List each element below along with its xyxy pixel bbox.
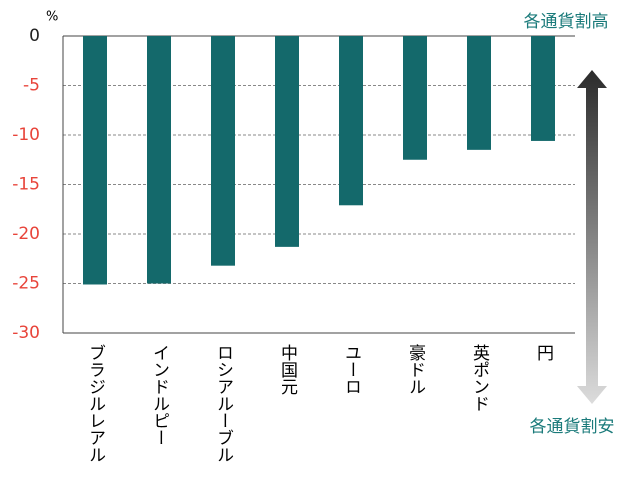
annotation-high: 各通貨割高 [524, 12, 609, 32]
bar [467, 36, 491, 150]
bar [339, 36, 363, 206]
direction-arrow [577, 70, 607, 404]
bar [83, 36, 107, 285]
y-tick-label: -25 [12, 274, 40, 294]
y-tick-label: -20 [12, 224, 40, 244]
x-tick-label: 英ポンド [469, 344, 490, 412]
bar [275, 36, 299, 247]
y-tick-label: -5 [23, 76, 40, 96]
x-tick-label: ブラジルレアル [85, 344, 105, 463]
y-tick-label: -10 [12, 125, 40, 145]
bar [403, 36, 427, 160]
x-tick-label: 円 [533, 344, 553, 362]
unit-label: % [46, 10, 58, 25]
y-tick-label: 0 [29, 26, 40, 46]
bar [147, 36, 171, 284]
x-tick-label: 中国元 [277, 344, 298, 395]
annotation-low: 各通貨割安 [530, 417, 615, 437]
y-tick-label: -15 [12, 175, 40, 195]
y-tick-label: -30 [12, 323, 40, 343]
bar [211, 36, 235, 266]
x-tick-label: ロシアルーブル [213, 344, 233, 463]
bar [531, 36, 555, 141]
x-tick-label: ユーロ [341, 344, 361, 395]
x-tick-label: インドルピー [149, 344, 169, 446]
x-tick-label: 豪ドル [405, 343, 425, 395]
